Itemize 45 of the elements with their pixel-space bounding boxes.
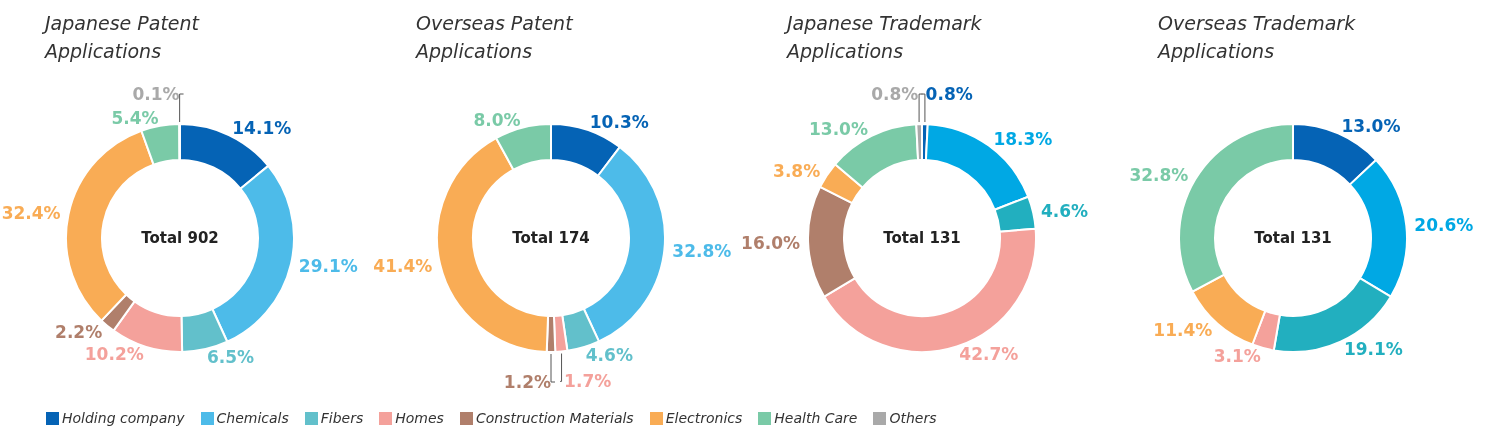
data-label: 4.6%	[585, 344, 633, 365]
legend-label: Homes	[394, 410, 444, 426]
data-label: 13.0%	[1341, 116, 1401, 137]
data-label: 0.8%	[871, 84, 919, 105]
chart-title: Japanese Patent Applications	[41, 12, 206, 62]
data-label: 0.1%	[132, 84, 180, 104]
data-label: 32.8%	[672, 241, 732, 262]
data-label: 10.2%	[84, 344, 144, 365]
legend-label: Health Care	[773, 410, 858, 426]
data-label: 42.7%	[959, 344, 1019, 365]
chart-title: Japanese Trademark Applications	[783, 12, 988, 62]
data-label: 2.2%	[55, 322, 103, 342]
data-label: 3.8%	[773, 160, 821, 181]
legend-label: Others	[888, 410, 937, 426]
text: Total 174	[512, 229, 590, 247]
data-label: 6.5%	[206, 346, 255, 367]
text: Total 131	[883, 229, 961, 247]
data-label: 41.4%	[373, 256, 433, 277]
data-label: 32.4%	[1, 202, 61, 223]
data-label: 1.2%	[503, 372, 551, 392]
chart-title: Overseas Trademark Applications	[1156, 12, 1362, 62]
text: Total 902	[141, 229, 219, 247]
data-label: 3.1%	[1213, 345, 1261, 366]
data-label: 18.3%	[993, 129, 1053, 150]
data-label: 11.4%	[1153, 319, 1213, 340]
data-label: 0.8%	[925, 84, 973, 105]
data-label: 19.1%	[1343, 338, 1403, 359]
legend-label: Fibers	[319, 410, 364, 426]
data-label: 32.8%	[1129, 165, 1189, 186]
data-label: 29.1%	[298, 255, 358, 276]
legend-label: Chemicals	[215, 410, 289, 426]
data-label: 1.7%	[564, 371, 612, 392]
data-label: 14.1%	[232, 117, 292, 138]
data-label: 4.6%	[1040, 200, 1089, 221]
data-label: 20.6%	[1414, 214, 1474, 235]
data-label: 5.4%	[111, 107, 159, 128]
legend-label: Electronics	[664, 410, 743, 426]
text: Total 131	[1254, 229, 1332, 247]
chart-title: Overseas Patent Applications	[414, 12, 579, 62]
data-label: 16.0%	[741, 232, 801, 253]
legend-label: Holding company	[61, 410, 185, 426]
data-label: 10.3%	[589, 112, 649, 133]
data-label: 13.0%	[809, 118, 868, 139]
data-label: 8.0%	[473, 109, 521, 130]
legend-label: Construction Materials	[474, 410, 634, 426]
